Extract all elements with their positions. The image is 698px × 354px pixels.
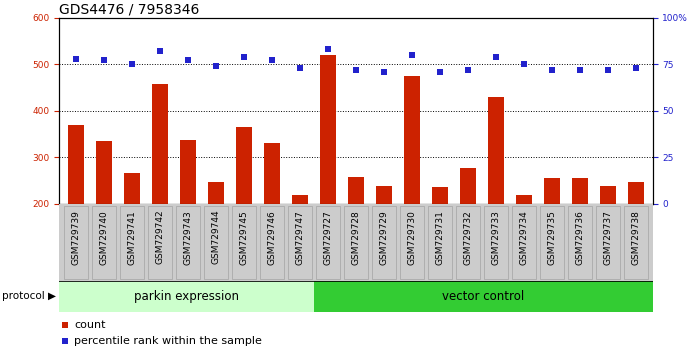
FancyBboxPatch shape	[148, 206, 172, 279]
Bar	[209, 182, 224, 296]
Text: GSM729738: GSM729738	[631, 210, 640, 265]
Point	[59, 338, 71, 343]
Text: GSM729735: GSM729735	[547, 210, 556, 265]
Point	[406, 52, 417, 58]
Point	[182, 58, 193, 63]
FancyBboxPatch shape	[371, 206, 396, 279]
Bar	[432, 187, 447, 296]
Point	[378, 69, 389, 74]
Bar	[488, 97, 503, 296]
Text: GDS4476 / 7958346: GDS4476 / 7958346	[59, 2, 200, 17]
Text: parkin expression: parkin expression	[134, 290, 239, 303]
Point	[154, 48, 165, 54]
Bar	[68, 125, 84, 296]
Point	[630, 65, 641, 71]
FancyBboxPatch shape	[456, 206, 480, 279]
Text: GSM729745: GSM729745	[239, 210, 248, 264]
FancyBboxPatch shape	[567, 206, 592, 279]
Text: vector control: vector control	[442, 290, 524, 303]
Text: GSM729739: GSM729739	[72, 210, 81, 265]
FancyBboxPatch shape	[92, 206, 117, 279]
Point	[59, 322, 71, 328]
Text: protocol ▶: protocol ▶	[2, 291, 56, 302]
Bar	[376, 186, 392, 296]
FancyBboxPatch shape	[204, 206, 228, 279]
Bar	[265, 143, 280, 296]
FancyBboxPatch shape	[540, 206, 564, 279]
Bar	[517, 195, 532, 296]
Point	[462, 67, 473, 73]
FancyBboxPatch shape	[400, 206, 424, 279]
Bar	[152, 84, 168, 296]
FancyBboxPatch shape	[288, 206, 312, 279]
FancyBboxPatch shape	[64, 206, 89, 279]
Bar	[96, 141, 112, 296]
Point	[70, 56, 82, 62]
Bar	[59, 204, 653, 281]
Point	[126, 61, 138, 67]
Point	[98, 58, 110, 63]
Text: percentile rank within the sample: percentile rank within the sample	[74, 336, 262, 346]
FancyBboxPatch shape	[343, 206, 369, 279]
Point	[267, 58, 278, 63]
Text: GSM729727: GSM729727	[323, 210, 332, 264]
FancyBboxPatch shape	[484, 206, 508, 279]
Text: GSM729733: GSM729733	[491, 210, 500, 265]
Point	[350, 67, 362, 73]
Point	[519, 61, 530, 67]
Point	[602, 67, 614, 73]
Text: GSM729743: GSM729743	[184, 210, 193, 264]
Text: GSM729732: GSM729732	[463, 210, 473, 264]
Bar	[460, 168, 475, 296]
FancyBboxPatch shape	[595, 206, 620, 279]
Bar	[404, 76, 419, 296]
Point	[490, 54, 501, 59]
Bar	[544, 178, 560, 296]
FancyBboxPatch shape	[315, 206, 341, 279]
Text: GSM729734: GSM729734	[519, 210, 528, 264]
Text: GSM729728: GSM729728	[352, 210, 360, 264]
Point	[239, 54, 250, 59]
FancyBboxPatch shape	[428, 206, 452, 279]
Text: GSM729730: GSM729730	[408, 210, 417, 265]
Text: GSM729746: GSM729746	[267, 210, 276, 264]
Text: GSM729736: GSM729736	[575, 210, 584, 265]
Point	[574, 67, 586, 73]
Text: GSM729744: GSM729744	[211, 210, 221, 264]
FancyBboxPatch shape	[260, 206, 284, 279]
Text: GSM729729: GSM729729	[380, 210, 389, 264]
Bar	[124, 173, 140, 296]
Text: GSM729747: GSM729747	[295, 210, 304, 264]
Bar	[292, 195, 308, 296]
Point	[211, 63, 222, 69]
Bar	[572, 178, 588, 296]
Point	[434, 69, 445, 74]
Bar	[348, 177, 364, 296]
FancyBboxPatch shape	[176, 206, 200, 279]
Text: GSM729737: GSM729737	[603, 210, 612, 265]
FancyBboxPatch shape	[512, 206, 536, 279]
Text: GSM729742: GSM729742	[156, 210, 165, 264]
FancyBboxPatch shape	[623, 206, 648, 279]
Text: GSM729741: GSM729741	[128, 210, 137, 264]
Point	[322, 46, 334, 52]
Bar	[59, 281, 313, 312]
Text: GSM729731: GSM729731	[436, 210, 445, 265]
FancyBboxPatch shape	[232, 206, 256, 279]
Bar	[180, 140, 195, 296]
Text: count: count	[74, 320, 105, 330]
Bar	[628, 182, 644, 296]
Point	[295, 65, 306, 71]
Bar	[320, 55, 336, 296]
Point	[547, 67, 558, 73]
Bar	[600, 186, 616, 296]
Bar	[313, 281, 653, 312]
FancyBboxPatch shape	[120, 206, 144, 279]
Bar	[237, 127, 252, 296]
Text: GSM729740: GSM729740	[100, 210, 109, 264]
